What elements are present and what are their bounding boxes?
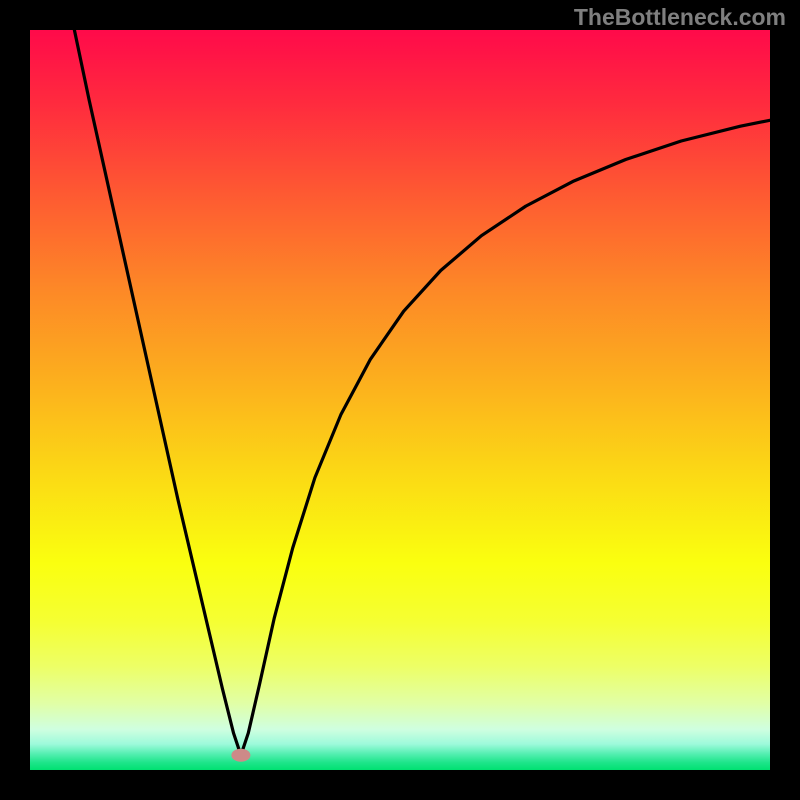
bottleneck-curve bbox=[74, 30, 770, 755]
watermark-text: TheBottleneck.com bbox=[574, 4, 786, 31]
curve-layer bbox=[30, 30, 770, 770]
minimum-marker bbox=[232, 749, 250, 761]
plot-area bbox=[30, 30, 770, 770]
chart-container: TheBottleneck.com bbox=[0, 0, 800, 800]
